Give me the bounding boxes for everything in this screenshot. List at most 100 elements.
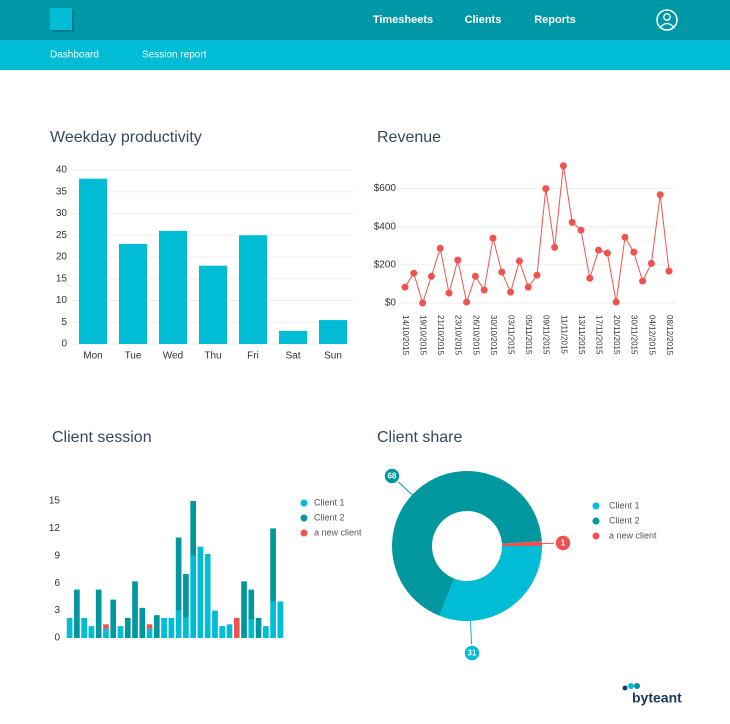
x-tick-label: Mon [83,351,102,362]
y-tick-label: 35 [56,186,68,197]
bar-segment [139,607,146,638]
legend-swatch [592,502,600,510]
point [656,191,664,199]
y-tick-label: 20 [56,252,68,263]
point [515,257,523,265]
label-bubble [463,644,481,662]
point [498,268,506,276]
bar-segment [226,624,233,638]
x-tick-label: Tue [125,351,142,362]
bar [199,265,227,344]
bar-segment [233,617,240,638]
point [612,298,620,306]
point [480,286,488,294]
nav-link[interactable]: Clients [465,14,502,26]
legend-swatch [300,499,308,507]
point [436,244,444,252]
point [621,233,629,241]
point [630,248,638,256]
bar-segment [161,617,167,638]
point [577,226,585,234]
bar-segment [103,624,109,629]
y-tick-label: 9 [54,550,60,561]
logo[interactable] [50,8,72,30]
subnav-link[interactable]: Dashboard [50,50,99,61]
donut-slice [392,471,542,616]
bar-segment [175,537,182,611]
point [603,249,611,257]
bar-segment [81,617,87,638]
x-tick-label: 03/11/2015 [506,315,515,355]
bar-segment [66,617,73,638]
donut-slice [501,541,542,546]
bar-segment [183,617,189,638]
point [647,259,655,267]
point [401,283,409,291]
bar-segment [248,589,255,620]
sub-bar [0,40,730,70]
bar-segment [255,617,262,638]
revenue-line [404,165,670,305]
y-tick-label: 6 [54,578,60,589]
y-tick-label: 30 [56,208,68,219]
x-tick-label: Fri [247,351,259,362]
chart-title: Revenue [377,129,441,146]
point [454,256,462,264]
bar [279,330,307,344]
x-tick-label: 14/10/2015 [401,315,410,356]
donut-slice [439,546,542,621]
data-label: 68 [388,472,397,481]
point [489,234,497,242]
bar-segment [204,553,211,638]
brand-dots [622,683,640,691]
nav-link[interactable]: Timesheets [373,14,433,26]
legend-swatch [592,532,600,540]
x-tick-label: 23/10/2015 [454,315,463,356]
bar-segment [212,610,218,638]
chart-title: Client share [377,429,462,446]
point [586,274,594,282]
x-tick-label: 11/11/2015 [559,315,568,354]
legend-label: Client 1 [314,497,345,507]
bar-segment [190,555,196,638]
bar-segment [197,546,204,638]
point [419,299,427,307]
point [410,269,418,277]
legend-swatch [592,517,600,525]
y-tick-label: $600 [374,183,397,194]
x-tick-label: 08/12/2015 [665,315,674,356]
chart-title: Client session [52,429,152,446]
y-tick-label: $400 [374,221,397,232]
bar-segment [270,528,276,602]
x-tick-label: Wed [163,351,183,362]
point [542,185,550,193]
x-tick-label: 05/11/2015 [524,315,533,355]
x-tick-label: Sat [285,351,300,362]
point [568,218,576,226]
user-icon[interactable] [656,9,678,31]
legend-label: a new client [314,527,362,537]
legend-label: Client 1 [609,500,640,510]
bar-segment [241,581,247,638]
nav-link[interactable]: Reports [534,14,576,26]
point [639,277,647,285]
bar-segment [117,626,124,638]
bar-segment [132,581,138,638]
bar-segment [277,601,284,638]
bar-segment [88,626,95,638]
x-tick-label: 09/11/2015 [542,315,551,355]
legend-label: a new client [609,530,657,540]
y-tick-label: 15 [49,496,61,507]
point [507,288,515,296]
x-tick-label: 04/12/2015 [647,315,656,356]
bar-segment [103,628,109,638]
y-tick-label: 15 [56,273,68,284]
y-tick-label: $0 [385,298,397,309]
y-tick-label: 40 [56,165,68,176]
bar-segment [74,589,80,638]
legend-label: Client 2 [609,515,640,525]
subnav-link[interactable]: Session report [142,50,207,61]
bar-segment [146,624,153,629]
bar-segment [175,610,182,638]
point [559,162,567,170]
